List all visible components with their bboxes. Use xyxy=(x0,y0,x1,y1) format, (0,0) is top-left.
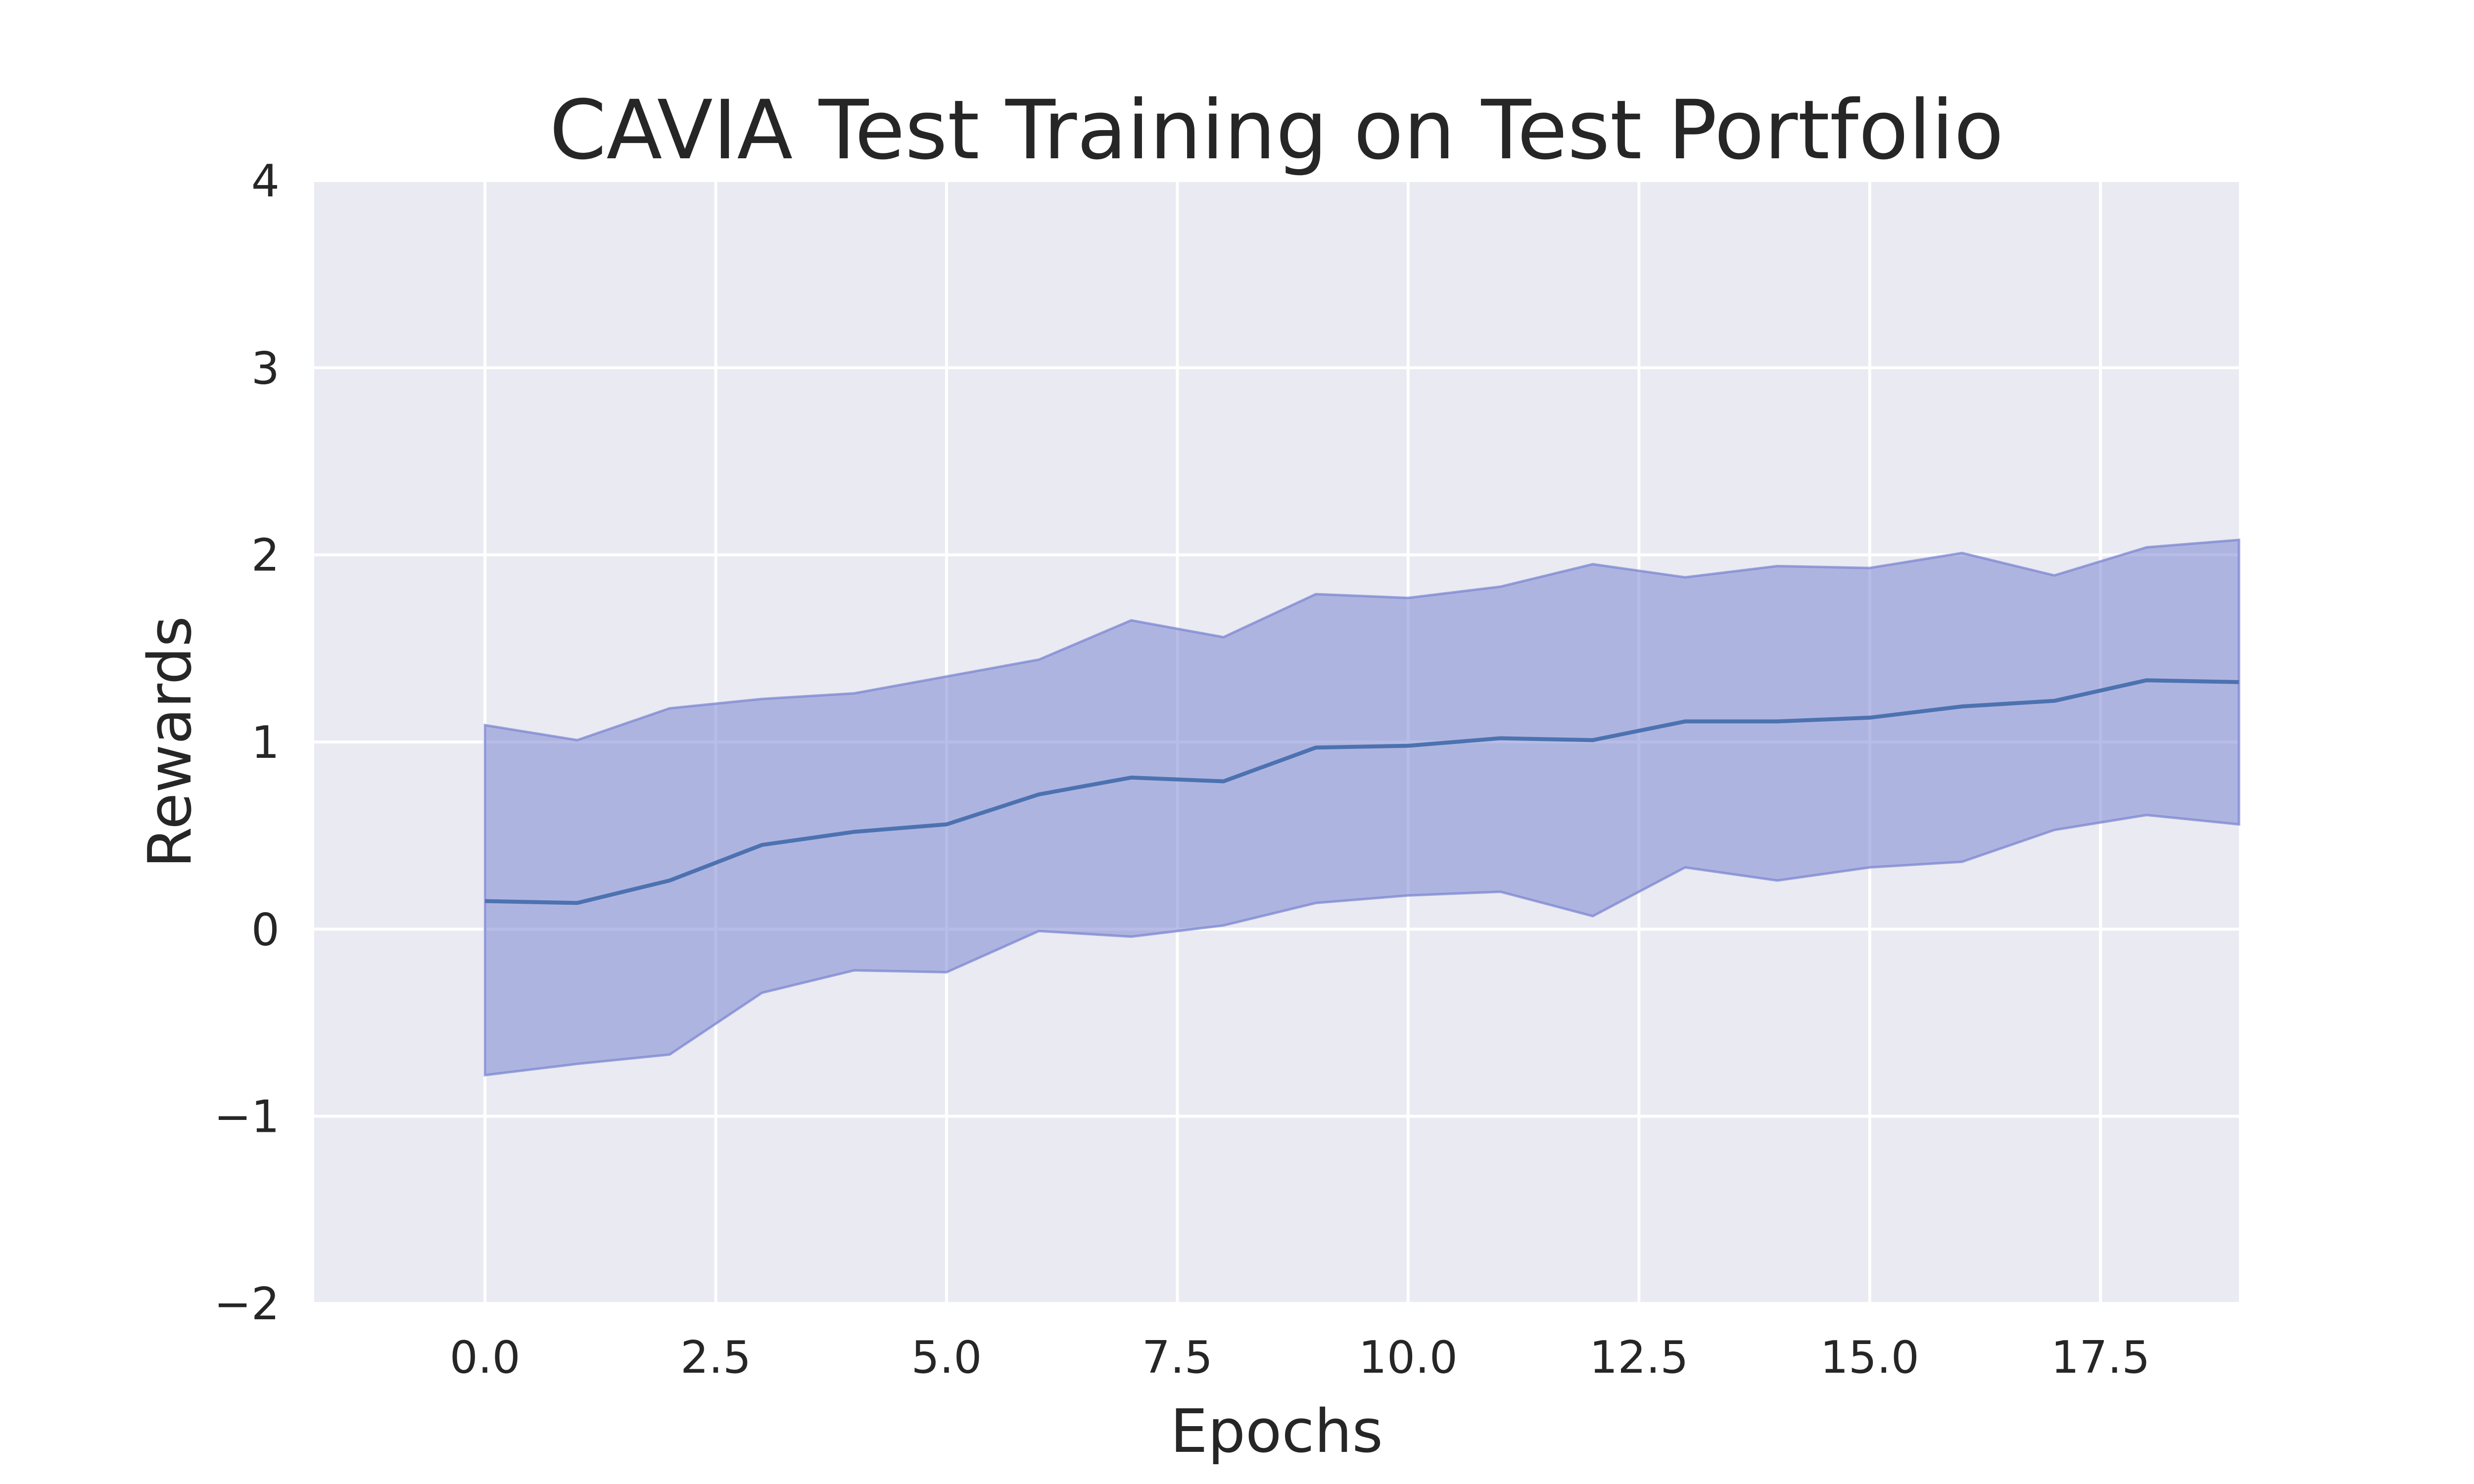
x-tick-label: 2.5 xyxy=(680,1332,751,1384)
x-tick-label: 5.0 xyxy=(911,1332,982,1384)
y-tick-label: 3 xyxy=(251,342,280,394)
x-tick-label: 15.0 xyxy=(1820,1332,1919,1384)
y-tick-label: 2 xyxy=(251,530,280,582)
x-tick-label: 0.0 xyxy=(450,1332,521,1384)
x-axis-label: Epochs xyxy=(1170,1397,1383,1466)
y-tick-labels: −2 −1 0 1 2 3 4 xyxy=(214,155,280,1330)
y-tick-label: 4 xyxy=(251,155,280,207)
y-tick-label: 1 xyxy=(251,717,280,769)
series-line-mean xyxy=(485,678,2239,905)
x-tick-label: 7.5 xyxy=(1142,1332,1213,1384)
confidence-band xyxy=(483,538,2240,1077)
x-tick-label: 10.0 xyxy=(1359,1332,1458,1384)
y-tick-label: 0 xyxy=(251,904,280,956)
x-tick-labels: 0.0 2.5 5.0 7.5 10.0 12.5 15.0 17.5 xyxy=(450,1332,2150,1384)
y-tick-label: −1 xyxy=(214,1091,280,1143)
y-axis-label: Rewards xyxy=(136,616,205,868)
y-tick-label: −2 xyxy=(214,1278,280,1330)
chart-title: CAVIA Test Training on Test Portfolio xyxy=(549,83,2003,178)
grid-lines xyxy=(314,179,2239,1305)
x-tick-label: 12.5 xyxy=(1589,1332,1688,1384)
x-tick-label: 17.5 xyxy=(2051,1332,2150,1384)
